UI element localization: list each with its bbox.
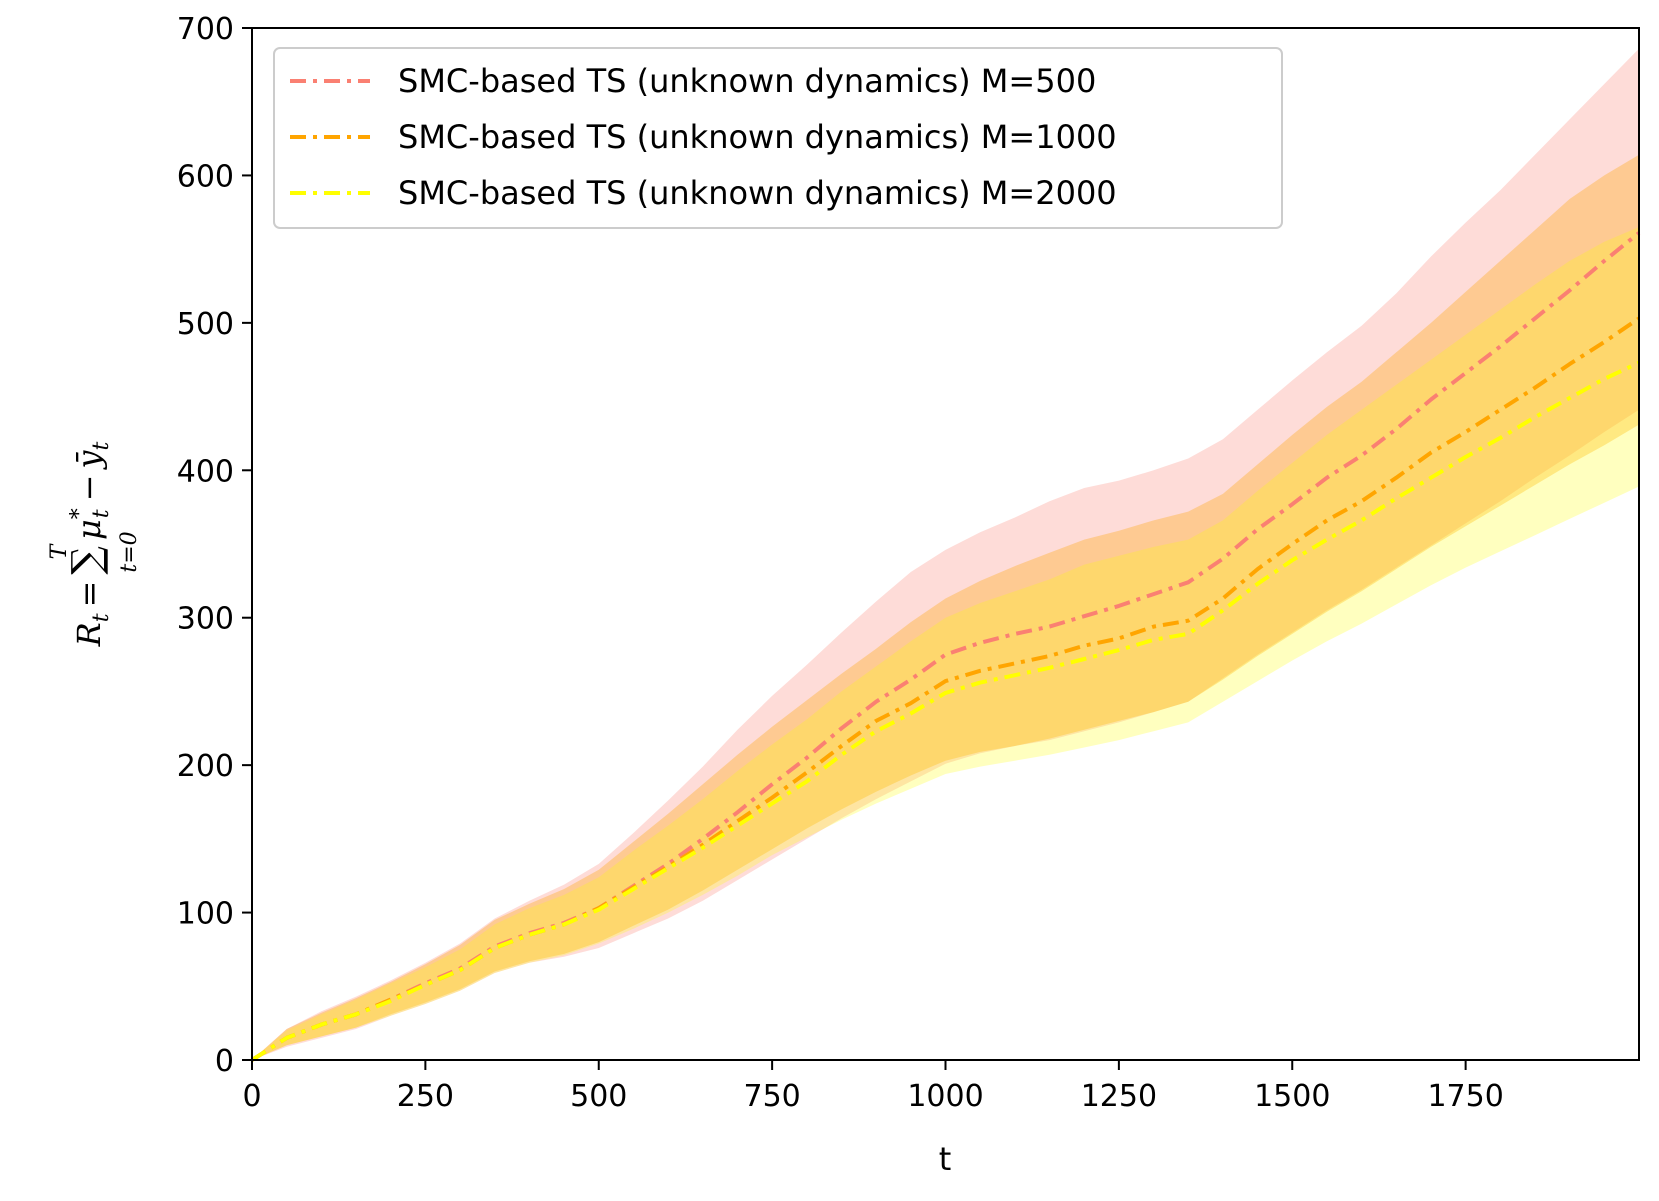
line-series-0 [250, 231, 1641, 1062]
ylabel-sum-upper: T [47, 542, 72, 559]
ylabel-eq: = [70, 581, 108, 608]
svg-text:Rt=∑μ*t−ȳt: Rt=∑μ*t−ȳt [64, 442, 114, 648]
y-tick-label: 400 [177, 454, 234, 489]
confidence-bands [252, 48, 1639, 1061]
ylabel-sum: ∑ [64, 546, 110, 575]
ylabel-mu-sup: * [67, 508, 92, 519]
band-series-0 [252, 48, 1639, 1061]
ylabel-lhs-sub: t [89, 613, 114, 622]
ylabel-mu-sub: t [89, 509, 114, 518]
legend-label-m500: SMC-based TS (unknown dynamics) M=500 [398, 62, 1096, 100]
y-tick-label: 0 [215, 1044, 234, 1079]
ylabel-y-sub: t [89, 442, 114, 451]
ylabel-mu: μ [70, 519, 108, 540]
x-axis-title: t [939, 1140, 952, 1178]
ylabel-minus: − [70, 475, 108, 502]
ylabel-y: ȳ [70, 450, 108, 471]
y-tick-label: 500 [177, 307, 234, 342]
x-tick-label: 1500 [1254, 1079, 1330, 1114]
y-axis-title: Rt=∑μ*t−ȳt T t=0 [47, 442, 142, 648]
x-tick-label: 0 [242, 1079, 261, 1114]
y-tick-label: 700 [177, 12, 234, 47]
x-tick-label: 1250 [1081, 1079, 1157, 1114]
x-tick-label: 500 [570, 1079, 627, 1114]
y-tick-label: 100 [177, 897, 234, 932]
band-series-1 [252, 154, 1639, 1061]
x-tick-label: 1750 [1427, 1079, 1503, 1114]
line-series-2 [250, 360, 1640, 1062]
y-tick-label: 200 [177, 749, 234, 784]
legend: SMC-based TS (unknown dynamics) M=500 SM… [273, 47, 1283, 229]
series-lines [250, 231, 1641, 1062]
line-series-1 [250, 316, 1641, 1062]
x-tick-label: 250 [397, 1079, 454, 1114]
ylabel-lhs: R [70, 622, 108, 647]
legend-box [273, 47, 1283, 229]
x-tick-label: 750 [743, 1079, 800, 1114]
y-axis-ticks: 0 100 200 300 400 500 600 700 [177, 12, 252, 1079]
band-series-2 [252, 227, 1639, 1060]
ylabel-sum-lower: t=0 [117, 531, 142, 572]
x-tick-label: 1000 [907, 1079, 983, 1114]
y-tick-label: 600 [177, 159, 234, 194]
legend-label-m1000: SMC-based TS (unknown dynamics) M=1000 [398, 118, 1117, 156]
legend-label-m2000: SMC-based TS (unknown dynamics) M=2000 [398, 174, 1117, 212]
x-axis-ticks: 0 250 500 750 1000 1250 1500 1750 [242, 1060, 1504, 1114]
y-tick-label: 300 [177, 602, 234, 637]
